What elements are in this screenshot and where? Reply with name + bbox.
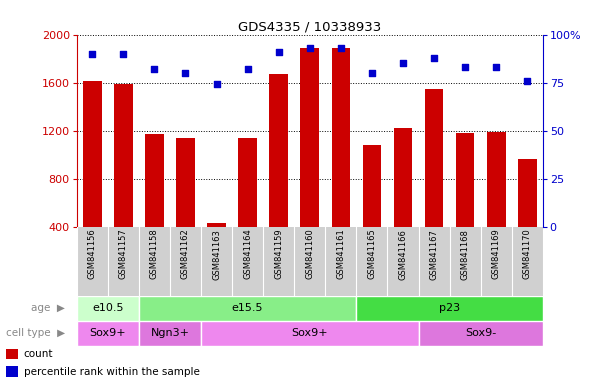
Bar [6,349,18,359]
Point [523,78,532,84]
Text: p23: p23 [439,303,460,313]
Text: GSM841167: GSM841167 [430,228,438,280]
Bar [487,132,506,275]
Text: Sox9+: Sox9+ [291,328,328,338]
Text: GSM841159: GSM841159 [274,228,283,279]
Point [274,49,283,55]
Text: GSM841157: GSM841157 [119,228,128,280]
Text: Sox9-: Sox9- [465,328,496,338]
Text: e15.5: e15.5 [232,303,263,313]
Text: GSM841161: GSM841161 [336,228,345,280]
Text: GSM841168: GSM841168 [461,228,470,280]
Point [119,51,128,57]
Bar [418,321,543,346]
Bar [270,74,288,275]
Bar [139,321,201,346]
Point [87,51,97,57]
Bar [238,138,257,275]
Text: GSM841162: GSM841162 [181,228,190,280]
Text: Sox9+: Sox9+ [90,328,126,338]
Bar [83,81,101,275]
Point [305,45,314,51]
Point [150,66,159,72]
Point [243,66,253,72]
Bar [114,84,133,275]
Point [367,70,376,76]
Bar [139,296,356,321]
Point [398,60,408,66]
Text: cell type  ▶: cell type ▶ [6,328,65,338]
Bar [300,48,319,275]
Bar [145,134,163,275]
Bar [6,366,18,377]
Bar [394,128,412,275]
Text: e10.5: e10.5 [92,303,123,313]
Title: GDS4335 / 10338933: GDS4335 / 10338933 [238,20,381,33]
Text: GSM841164: GSM841164 [243,228,252,280]
Point [460,64,470,70]
Text: GSM841158: GSM841158 [150,228,159,280]
Bar [207,223,226,275]
Point [336,45,346,51]
Bar [77,321,139,346]
Text: percentile rank within the sample: percentile rank within the sample [24,366,199,377]
Text: GSM841169: GSM841169 [491,228,501,280]
Text: age  ▶: age ▶ [31,303,65,313]
Bar [356,296,543,321]
Bar [518,159,536,275]
Text: GSM841160: GSM841160 [305,228,314,280]
Text: GSM841166: GSM841166 [398,228,408,280]
Bar [425,89,443,275]
Text: GSM841170: GSM841170 [523,228,532,280]
Bar [363,145,381,275]
Text: count: count [24,349,53,359]
Bar [201,321,418,346]
Point [181,70,190,76]
Point [212,81,221,88]
Bar [176,138,195,275]
Text: GSM841165: GSM841165 [368,228,376,280]
Text: GSM841163: GSM841163 [212,228,221,280]
Point [491,64,501,70]
Text: GSM841156: GSM841156 [88,228,97,280]
Bar [456,133,474,275]
Bar [332,48,350,275]
Point [430,55,439,61]
Text: Ngn3+: Ngn3+ [150,328,189,338]
Bar [77,296,139,321]
